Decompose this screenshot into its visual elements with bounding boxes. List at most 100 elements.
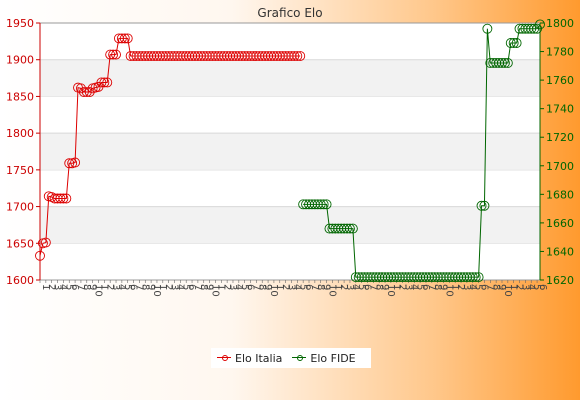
x-tick-label: 6 [537, 284, 548, 290]
x-tick-label: 9 [496, 284, 507, 290]
x-tick-label: 4 [408, 284, 419, 290]
x-tick-label: 6 [479, 284, 490, 290]
x-tick-label: 10 [327, 284, 338, 297]
x-tick-label: 6 [420, 284, 431, 290]
x-tick-label: 5 [297, 284, 308, 290]
data-point [482, 23, 493, 34]
x-tick-label: 1 [449, 284, 460, 290]
y-right-tick-label: 1760 [546, 74, 574, 87]
x-tick-label: 5 [180, 284, 191, 290]
x-tick-label: 7 [134, 284, 145, 290]
x-axis: 1234567891012345678910123456789101234567… [39, 280, 548, 297]
x-tick-label: 7 [484, 284, 495, 290]
legend-item-elo-italia[interactable]: Elo Italia [217, 352, 282, 365]
y-axis-right: 1620 1640 1660 1680 1700 1720 1740 1760 1780 1800 [539, 17, 574, 287]
x-tick-label: 7 [192, 284, 203, 290]
y-left-tick-label: 1650 [6, 237, 34, 250]
x-tick-label: 2 [455, 284, 466, 290]
legend-label: Elo Italia [235, 351, 283, 365]
x-tick-label: 6 [362, 284, 373, 290]
data-point [508, 38, 519, 48]
x-tick-label: 6 [69, 284, 80, 290]
data-point [61, 193, 72, 204]
x-tick-label: 7 [75, 284, 86, 290]
x-tick-label: 1 [40, 284, 51, 290]
data-point [315, 199, 326, 210]
data-point [470, 272, 481, 283]
x-tick-label: 5 [122, 284, 133, 290]
data-point [497, 58, 507, 68]
data-point [342, 223, 352, 234]
data-point [473, 272, 484, 283]
y-left-tick-label: 1900 [6, 54, 34, 67]
x-tick-label: 3 [110, 284, 121, 290]
x-tick-label: 2 [221, 284, 232, 290]
x-tick-label: 8 [139, 284, 150, 290]
data-point [289, 51, 300, 61]
x-tick-label: 4 [116, 284, 127, 290]
data-point [347, 223, 358, 234]
x-tick-label: 5 [473, 284, 484, 290]
data-point [58, 193, 69, 204]
data-point [505, 38, 516, 48]
x-tick-label: 2 [514, 284, 525, 290]
legend-item-elo-fide[interactable]: Elo FIDE [292, 351, 356, 365]
x-tick-label: 9 [438, 284, 449, 290]
data-point [318, 199, 329, 210]
x-tick-label: 1 [332, 284, 343, 290]
data-point [321, 199, 332, 210]
y-right-tick-label: 1720 [546, 131, 574, 144]
x-tick-label: 5 [239, 284, 250, 290]
data-point [122, 33, 133, 44]
x-tick-label: 1 [215, 284, 226, 290]
y-left-tick-label: 1950 [6, 17, 34, 30]
data-point [75, 83, 86, 94]
x-tick-label: 2 [104, 284, 115, 290]
data-point [35, 250, 45, 261]
data-point [55, 193, 66, 204]
x-tick-label: 3 [169, 284, 180, 290]
x-tick-label: 6 [186, 284, 197, 290]
x-tick-label: 7 [309, 284, 320, 290]
chart-legend: Elo Italia Elo FIDE [211, 348, 371, 368]
x-tick-label: 3 [52, 284, 63, 290]
y-left-tick-label: 1800 [6, 127, 34, 140]
y-left-tick-label: 1750 [6, 164, 34, 177]
x-tick-label: 6 [245, 284, 256, 290]
x-tick-label: 1 [274, 284, 285, 290]
x-tick-label: 8 [256, 284, 267, 290]
x-tick-label: 7 [367, 284, 378, 290]
data-point [64, 158, 75, 169]
y-axis-left: 1600 1650 1700 1750 1800 1850 1900 1950 [6, 17, 41, 287]
x-tick-label: 4 [58, 284, 69, 290]
x-tick-label: 8 [373, 284, 384, 290]
x-tick-label: 10 [502, 284, 513, 297]
x-tick-label: 9 [379, 284, 390, 290]
y-left-tick-label: 1600 [6, 274, 34, 287]
x-tick-label: 2 [397, 284, 408, 290]
x-tick-label: 9 [87, 284, 98, 290]
y-right-tick-label: 1700 [546, 160, 574, 173]
y-left-tick-label: 1850 [6, 90, 34, 103]
data-point [292, 51, 303, 61]
x-tick-label: 4 [525, 284, 536, 290]
x-tick-label: 3 [286, 284, 297, 290]
data-point [526, 23, 537, 34]
legend-label: Elo FIDE [310, 351, 356, 365]
data-point [111, 49, 121, 60]
x-tick-label: 9 [204, 284, 215, 290]
grid-band [40, 206, 540, 244]
x-tick-label: 3 [403, 284, 414, 290]
x-tick-label: 9 [262, 284, 273, 290]
x-tick-label: 1 [508, 284, 519, 290]
x-tick-label: 10 [444, 284, 455, 297]
data-point [116, 33, 127, 44]
x-tick-label: 8 [81, 284, 92, 290]
x-tick-label: 8 [315, 284, 326, 290]
data-point [102, 77, 113, 88]
data-point [81, 87, 92, 97]
x-tick-label: 2 [338, 284, 349, 290]
data-point [119, 33, 130, 44]
x-tick-label: 1 [391, 284, 402, 290]
x-tick-label: 10 [385, 284, 396, 297]
